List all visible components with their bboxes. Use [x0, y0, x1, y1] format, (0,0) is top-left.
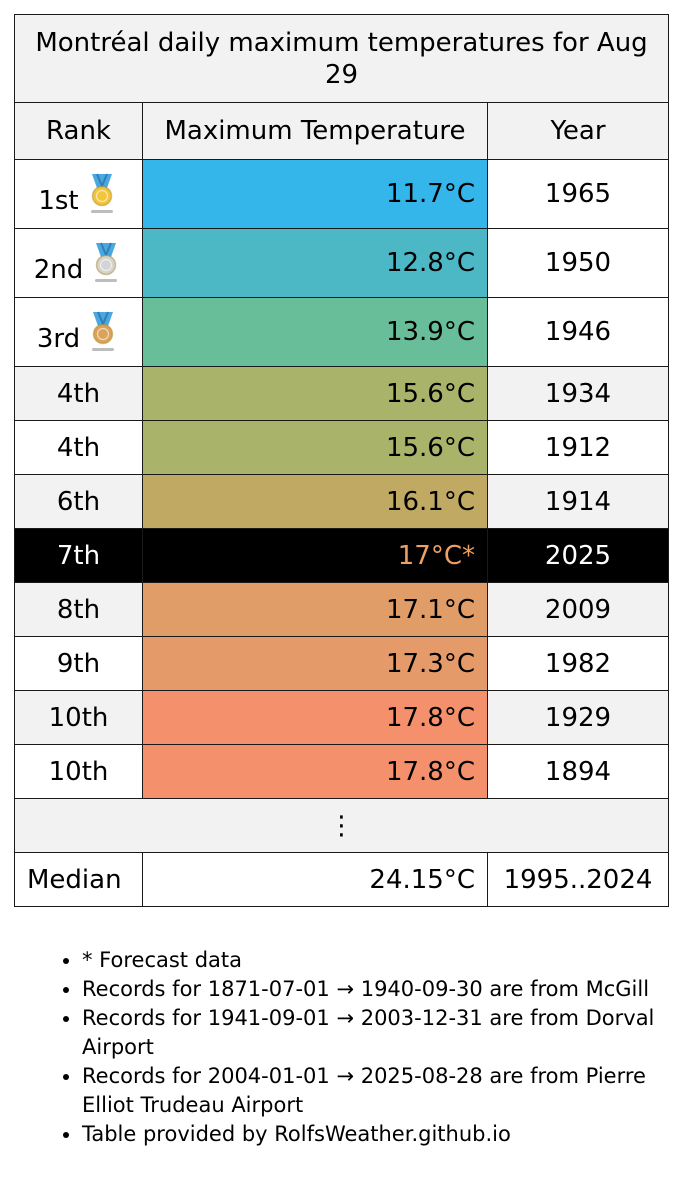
table-row-highlighted: 7th 17°C* 2025 [14, 528, 669, 583]
rank-cell: 4th [14, 420, 143, 475]
temperature-cell: 15.6°C [142, 420, 488, 475]
temperature-cell: 12.8°C [142, 228, 488, 298]
rank-cell: 6th [14, 474, 143, 529]
table-row: 10th 17.8°C 1894 [14, 744, 669, 799]
table-title: Montréal daily maximum temperatures for … [14, 14, 669, 103]
temperature-cell: 17.8°C [142, 690, 488, 745]
temperature-cell: 15.6°C [142, 366, 488, 421]
rank-cell: 10th [14, 690, 143, 745]
silver-medal-icon [89, 241, 123, 285]
table-row: 4th 15.6°C 1934 [14, 366, 669, 421]
rank-cell: 10th [14, 744, 143, 799]
rank-cell: 9th [14, 636, 143, 691]
rank-cell: 1st [14, 159, 143, 229]
year-cell: 1982 [487, 636, 669, 691]
year-cell: 1934 [487, 366, 669, 421]
rank-cell: 4th [14, 366, 143, 421]
year-cell: 1950 [487, 228, 669, 298]
table-row: 8th 17.1°C 2009 [14, 582, 669, 637]
year-cell: 1929 [487, 690, 669, 745]
table-row: 1st 11.7°C 1965 [14, 159, 669, 229]
note-item: * Forecast data [82, 946, 662, 975]
rank-cell: 3rd [14, 297, 143, 367]
temperature-cell: 17.8°C [142, 744, 488, 799]
temperature-cell: 11.7°C [142, 159, 488, 229]
table-row: 3rd 13.9°C 1946 [14, 297, 669, 367]
header-rank: Rank [14, 102, 143, 160]
ranking-table: Montréal daily maximum temperatures for … [14, 14, 669, 907]
table-body: 1st 11.7°C 1965 2nd 12.8°C 1950 3rd 13.9°C 1946 4… [14, 159, 669, 799]
rank-cell: 7th [14, 528, 143, 583]
year-cell: 1912 [487, 420, 669, 475]
year-cell: 1894 [487, 744, 669, 799]
rank-label: 2nd [33, 255, 84, 285]
table-row: 4th 15.6°C 1912 [14, 420, 669, 475]
year-cell: 1914 [487, 474, 669, 529]
table-row: 10th 17.8°C 1929 [14, 690, 669, 745]
note-item: Table provided by RolfsWeather.github.io [82, 1120, 662, 1149]
median-label: Median [14, 852, 143, 907]
year-cell: 1965 [487, 159, 669, 229]
year-cell: 2025 [487, 528, 669, 583]
gold-medal-icon [85, 172, 119, 216]
table-row: 9th 17.3°C 1982 [14, 636, 669, 691]
median-years: 1995..2024 [487, 852, 669, 907]
header-max-temperature: Maximum Temperature [142, 102, 488, 160]
bronze-medal-icon [86, 310, 120, 354]
rank-cell: 2nd [14, 228, 143, 298]
rank-cell: 8th [14, 582, 143, 637]
table-row: 2nd 12.8°C 1950 [14, 228, 669, 298]
ellipsis-row: ⋮ [14, 798, 669, 853]
temperature-cell: 17°C* [142, 528, 488, 583]
median-temperature: 24.15°C [142, 852, 488, 907]
median-row: Median 24.15°C 1995..2024 [14, 852, 669, 907]
table-row: 6th 16.1°C 1914 [14, 474, 669, 529]
note-item: Records for 1941-09-01 → 2003-12-31 are … [82, 1004, 662, 1062]
ellipsis: ⋮ [14, 798, 669, 853]
temperature-cell: 16.1°C [142, 474, 488, 529]
notes-list: * Forecast data Records for 1871-07-01 →… [56, 946, 662, 1149]
year-cell: 2009 [487, 582, 669, 637]
temperature-cell: 17.3°C [142, 636, 488, 691]
note-item: Records for 1871-07-01 → 1940-09-30 are … [82, 975, 662, 1004]
year-cell: 1946 [487, 297, 669, 367]
note-item: Records for 2004-01-01 → 2025-08-28 are … [82, 1062, 662, 1120]
temperature-cell: 13.9°C [142, 297, 488, 367]
ranking-table-container: Montréal daily maximum temperatures for … [14, 14, 669, 907]
temperature-cell: 17.1°C [142, 582, 488, 637]
header-year: Year [487, 102, 669, 160]
rank-label: 3rd [36, 324, 81, 354]
rank-label: 1st [38, 186, 79, 216]
